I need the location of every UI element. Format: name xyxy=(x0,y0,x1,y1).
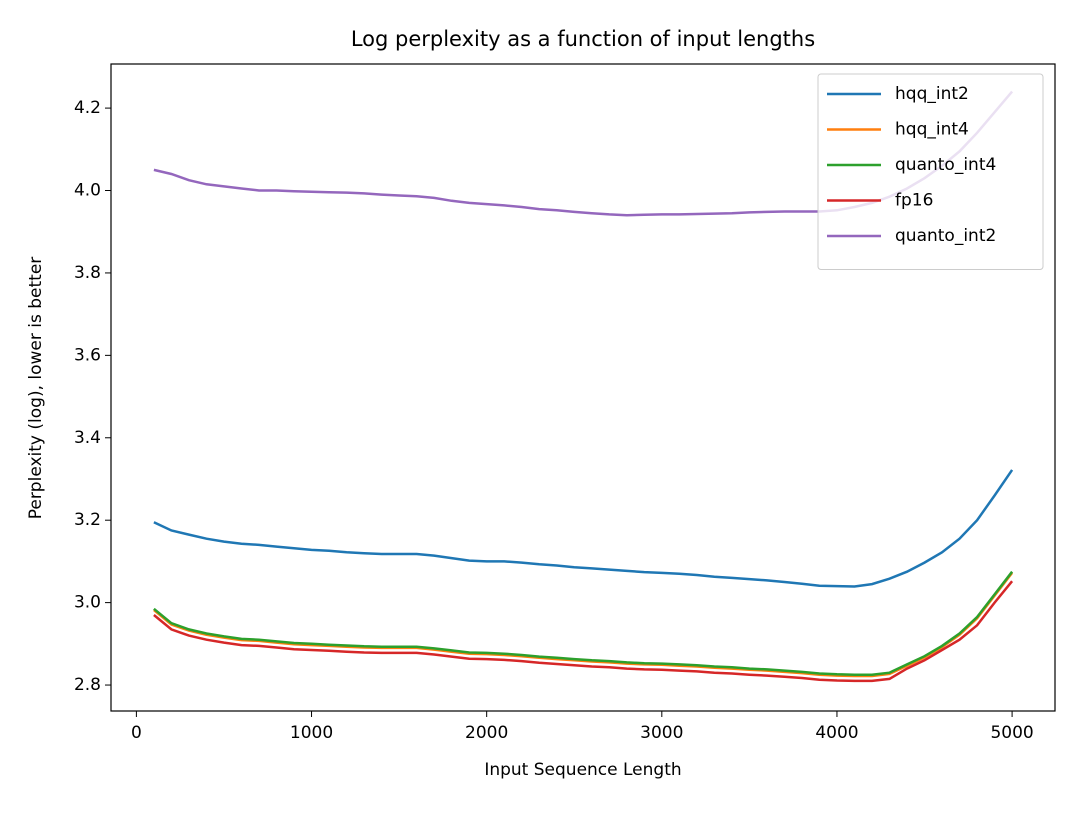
y-tick-label: 3.8 xyxy=(74,263,101,283)
y-tick-label: 2.8 xyxy=(74,675,101,695)
series-line xyxy=(153,570,1014,676)
legend-box xyxy=(817,73,1044,270)
legend-label: hqq_int2 xyxy=(895,84,969,104)
y-axis-label: Perplexity (log), lower is better xyxy=(26,257,46,520)
x-tick-label: 0 xyxy=(131,723,142,743)
series-line xyxy=(153,580,1014,683)
legend-label: hqq_int4 xyxy=(895,120,969,140)
y-tick-label: 3.4 xyxy=(74,428,101,448)
x-tick-label: 1000 xyxy=(290,723,333,743)
x-tick-label: 3000 xyxy=(640,723,683,743)
x-axis-label: Input Sequence Length xyxy=(484,760,681,780)
plot-frame xyxy=(110,63,1056,712)
y-tick-label: 3.6 xyxy=(74,345,101,365)
y-tick-label: 3.0 xyxy=(74,593,101,613)
legend-label: quanto_int2 xyxy=(895,226,996,246)
y-tick-label: 4.0 xyxy=(74,181,101,201)
series-line xyxy=(153,469,1014,588)
legend-label: fp16 xyxy=(895,191,933,211)
legend-label: quanto_int4 xyxy=(895,155,996,175)
chart-title: Log perplexity as a function of input le… xyxy=(351,27,815,51)
x-tick-label: 2000 xyxy=(465,723,508,743)
y-tick-label: 4.2 xyxy=(74,98,101,118)
y-tick-label: 3.2 xyxy=(74,510,101,530)
x-tick-label: 4000 xyxy=(815,723,858,743)
x-tick-label: 5000 xyxy=(990,723,1033,743)
